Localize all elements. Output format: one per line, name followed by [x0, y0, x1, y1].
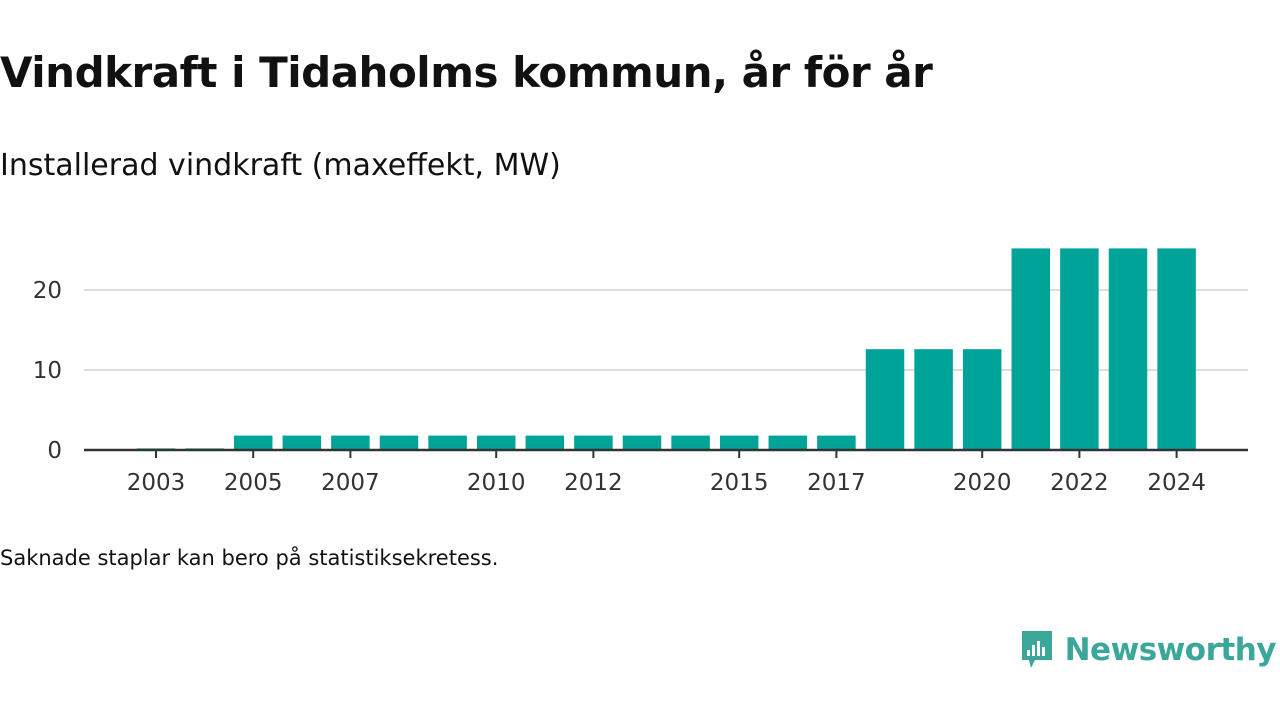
chart-title: Vindkraft i Tidaholms kommun, år för år [0, 48, 933, 97]
y-tick-label: 10 [33, 358, 62, 384]
bar-2011 [525, 435, 565, 450]
bar-2013 [622, 435, 662, 450]
bar-2014 [671, 435, 710, 450]
bar-2022 [1060, 248, 1099, 450]
bars [136, 248, 1196, 450]
bar-2010 [476, 435, 516, 450]
x-tick-label: 2015 [710, 470, 769, 496]
y-axis-labels: 0 10 20 [33, 278, 62, 464]
y-tick-label: 0 [47, 438, 62, 464]
bar-2023 [1108, 248, 1148, 450]
bar-2005 [233, 435, 273, 450]
bar-2012 [574, 435, 613, 450]
x-tick-label: 2012 [564, 470, 623, 496]
x-tick-label: 2007 [321, 470, 380, 496]
bar-2008 [379, 435, 419, 450]
bar-2009 [428, 435, 467, 450]
bar-2020 [962, 349, 1002, 450]
bar-2018 [865, 349, 905, 450]
bar-2019 [914, 349, 953, 450]
bar-2016 [768, 435, 808, 450]
bar-2017 [817, 435, 856, 450]
bar-2006 [282, 435, 322, 450]
brand: Newsworthy [1019, 628, 1277, 672]
chart-subtitle: Installerad vindkraft (maxeffekt, MW) [0, 148, 561, 183]
grid-lines [84, 289, 1248, 371]
x-tick-label: 2020 [953, 470, 1012, 496]
x-tick-label: 2024 [1147, 470, 1206, 496]
bar-2015 [719, 435, 759, 450]
bar-2021 [1011, 248, 1051, 450]
x-axis-labels: 2003 2005 2007 2010 2012 2015 2017 2020 2022 2024 [127, 470, 1206, 496]
x-axis [84, 448, 1248, 458]
y-tick-label: 20 [33, 278, 62, 304]
x-tick-label: 2022 [1050, 470, 1109, 496]
x-tick-label: 2005 [224, 470, 283, 496]
footnote: Saknade staplar kan bero på statistiksek… [0, 546, 499, 570]
bar-2024 [1157, 248, 1196, 450]
x-tick-label: 2017 [807, 470, 866, 496]
newsworthy-logo-icon [1021, 631, 1052, 668]
brand-name: Newsworthy [1064, 632, 1277, 668]
x-tick-label: 2010 [467, 470, 526, 496]
bar-2007 [331, 435, 370, 450]
x-tick-label: 2003 [127, 470, 186, 496]
